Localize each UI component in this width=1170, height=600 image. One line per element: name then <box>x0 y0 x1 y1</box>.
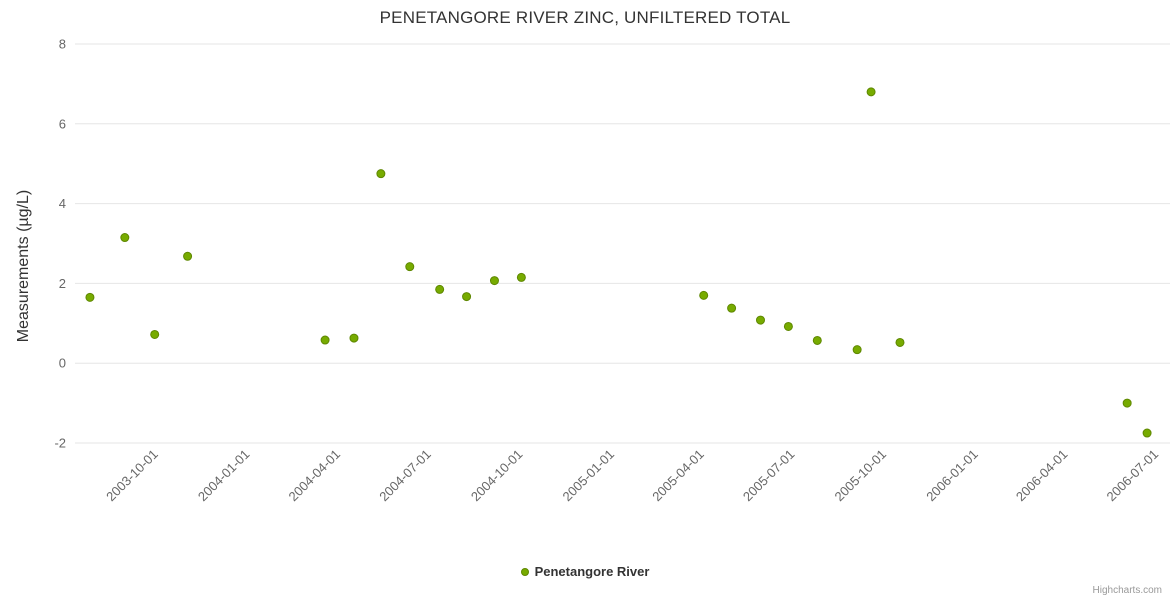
legend-item[interactable]: Penetangore River <box>0 564 1170 579</box>
data-point[interactable] <box>1122 398 1132 408</box>
data-point[interactable] <box>120 233 130 243</box>
data-point[interactable] <box>852 345 862 355</box>
data-point[interactable] <box>349 333 359 343</box>
data-point[interactable] <box>812 335 822 345</box>
y-tick-label: 4 <box>59 196 66 211</box>
data-point[interactable] <box>727 303 737 313</box>
data-point[interactable] <box>462 292 472 302</box>
data-point[interactable] <box>783 321 793 331</box>
data-point[interactable] <box>755 315 765 325</box>
data-point[interactable] <box>1142 428 1152 438</box>
data-point[interactable] <box>895 337 905 347</box>
x-tick-label: 2005-04-01 <box>649 447 707 505</box>
y-tick-label: 8 <box>59 37 66 52</box>
x-tick-label: 2004-01-01 <box>195 447 253 505</box>
x-tick-label: 2003-10-01 <box>103 447 161 505</box>
chart-title: PENETANGORE RIVER ZINC, UNFILTERED TOTAL <box>379 8 791 27</box>
y-tick-label: -2 <box>54 436 66 451</box>
y-tick-label: 2 <box>59 276 66 291</box>
x-tick-label: 2005-10-01 <box>832 447 890 505</box>
x-tick-label: 2004-04-01 <box>286 447 344 505</box>
data-point[interactable] <box>405 262 415 272</box>
x-tick-label: 2006-07-01 <box>1104 447 1162 505</box>
data-point[interactable] <box>866 87 876 97</box>
x-tick-label: 2004-10-01 <box>468 447 526 505</box>
highcharts-credit-link[interactable]: Highcharts.com <box>1092 585 1162 596</box>
y-tick-label: 0 <box>59 356 66 371</box>
x-tick-label: 2006-01-01 <box>923 447 981 505</box>
data-point[interactable] <box>435 284 445 294</box>
data-point[interactable] <box>376 169 386 179</box>
data-point[interactable] <box>183 251 193 261</box>
legend-marker-icon <box>520 567 529 576</box>
data-point[interactable] <box>320 335 330 345</box>
x-tick-label: 2004-07-01 <box>376 447 434 505</box>
x-tick-label: 2005-07-01 <box>740 447 798 505</box>
data-point[interactable] <box>699 290 709 300</box>
data-point[interactable] <box>489 276 499 286</box>
data-point[interactable] <box>85 292 95 302</box>
data-point[interactable] <box>516 272 526 282</box>
legend-label: Penetangore River <box>534 564 650 579</box>
data-point[interactable] <box>150 329 160 339</box>
x-tick-label: 2005-01-01 <box>560 447 618 505</box>
x-tick-label: 2006-04-01 <box>1013 447 1071 505</box>
y-tick-label: 6 <box>59 116 66 131</box>
